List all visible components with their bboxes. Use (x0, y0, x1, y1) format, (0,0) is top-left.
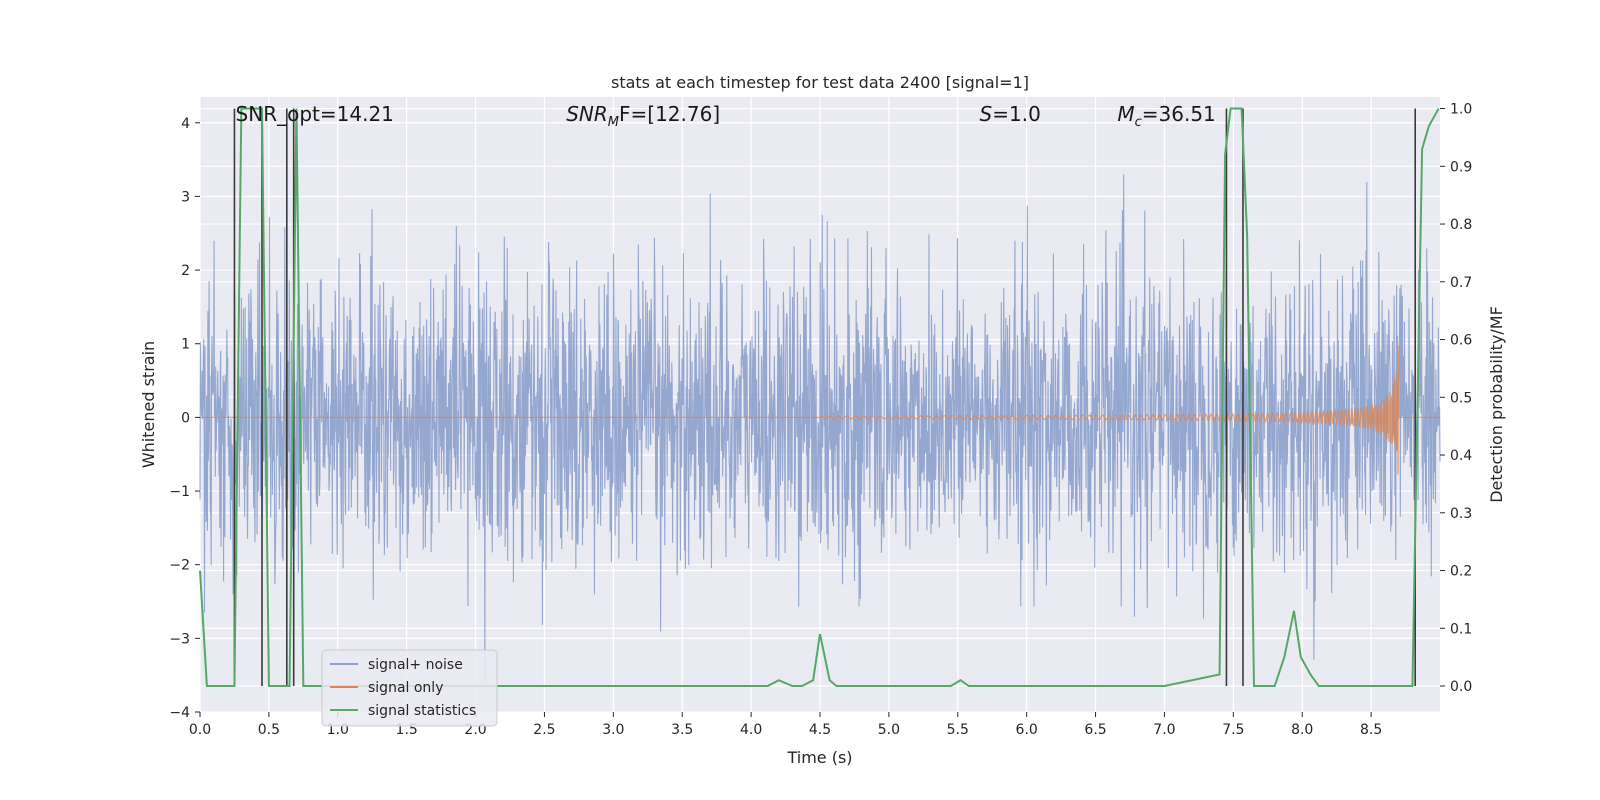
y-left-tick-label: −4 (169, 705, 190, 721)
y-right-tick-label: 0.4 (1450, 448, 1472, 464)
x-tick-label: 3.5 (671, 722, 693, 738)
y-right-tick-label: 0.2 (1450, 564, 1472, 580)
y-right-tick-label: 0.0 (1450, 679, 1472, 695)
y-left-tick-label: −2 (169, 558, 190, 574)
legend-label: signal+ noise (368, 657, 463, 673)
annotation-base: S (980, 102, 993, 126)
x-tick-label: 7.5 (1222, 722, 1244, 738)
annotations: SNR_opt=14.21 SNRMF=[12.76] S=1.0 Mc=36.51 (236, 102, 1216, 130)
x-tick-label: 4.5 (809, 722, 831, 738)
annotation-tail: =1.0 (992, 102, 1041, 126)
y-left-tick-label: 4 (181, 116, 190, 132)
x-tick-label: 7.0 (1153, 722, 1175, 738)
x-tick-label: 6.0 (1016, 722, 1038, 738)
chart-title: stats at each timestep for test data 240… (611, 73, 1029, 92)
y-axis-right-ticks: 0.0 0.1 0.2 0.3 0.4 0.5 0.6 0.7 0.8 0.9 1.0 (1440, 102, 1472, 695)
y-left-tick-label: −3 (169, 631, 190, 647)
x-axis-label: Time (s) (786, 748, 852, 767)
annotation-base: SNR (566, 102, 608, 126)
annotation-tail: =36.51 (1142, 102, 1216, 126)
y-axis-left-ticks: −4 −3 −2 −1 0 1 2 3 4 (169, 116, 200, 721)
x-tick-label: 0.5 (258, 722, 280, 738)
y-left-tick-label: 1 (181, 337, 190, 353)
x-tick-label: 3.0 (602, 722, 624, 738)
legend: signal+ noise signal only signal statistic… (321, 649, 498, 727)
y-right-tick-label: 0.5 (1450, 390, 1472, 406)
x-tick-label: 4.0 (740, 722, 762, 738)
noise-line (199, 174, 1441, 683)
y-right-tick-label: 0.3 (1450, 506, 1472, 522)
x-tick-label: 0.0 (189, 722, 211, 738)
annotation: S=1.0 (980, 102, 1041, 126)
chirp-line (200, 345, 1440, 475)
legend-label: signal statistics (368, 703, 476, 719)
y-axis-left-label: Whitened strain (139, 341, 158, 468)
annotation: SNR_opt=14.21 (236, 102, 394, 126)
y-axis-right-label: Detection probability/MF (1487, 306, 1506, 503)
annotation: SNRMF=[12.76] (566, 102, 720, 130)
legend-box (321, 649, 498, 727)
y-left-tick-label: 0 (181, 410, 190, 426)
x-tick-label: 5.5 (947, 722, 969, 738)
annotation-base: M (1117, 102, 1134, 126)
y-left-tick-label: 3 (181, 189, 190, 205)
annotation-sub: M (608, 115, 619, 130)
y-left-tick-label: −1 (169, 484, 190, 500)
series-signal-only (200, 345, 1440, 475)
y-right-tick-label: 0.8 (1450, 217, 1472, 233)
y-right-tick-label: 0.1 (1450, 621, 1472, 637)
series-signal-noise (199, 174, 1441, 683)
y-right-tick-label: 1.0 (1450, 102, 1472, 118)
legend-label: signal only (368, 680, 443, 696)
y-right-tick-label: 0.9 (1450, 159, 1472, 175)
annotation: Mc=36.51 (1117, 102, 1215, 130)
x-tick-label: 8.0 (1291, 722, 1313, 738)
statistics-line (199, 107, 1440, 688)
x-tick-label: 6.5 (1084, 722, 1106, 738)
annotation-tail: F=[12.76] (619, 102, 720, 126)
x-tick-label: 2.5 (533, 722, 555, 738)
x-tick-label: 8.5 (1360, 722, 1382, 738)
y-right-tick-label: 0.7 (1450, 275, 1472, 291)
y-right-tick-label: 0.6 (1450, 333, 1472, 349)
x-tick-label: 5.0 (878, 722, 900, 738)
y-left-tick-label: 2 (181, 263, 190, 279)
annotation-sub: c (1135, 115, 1142, 130)
series-signal-statistics (199, 107, 1440, 688)
